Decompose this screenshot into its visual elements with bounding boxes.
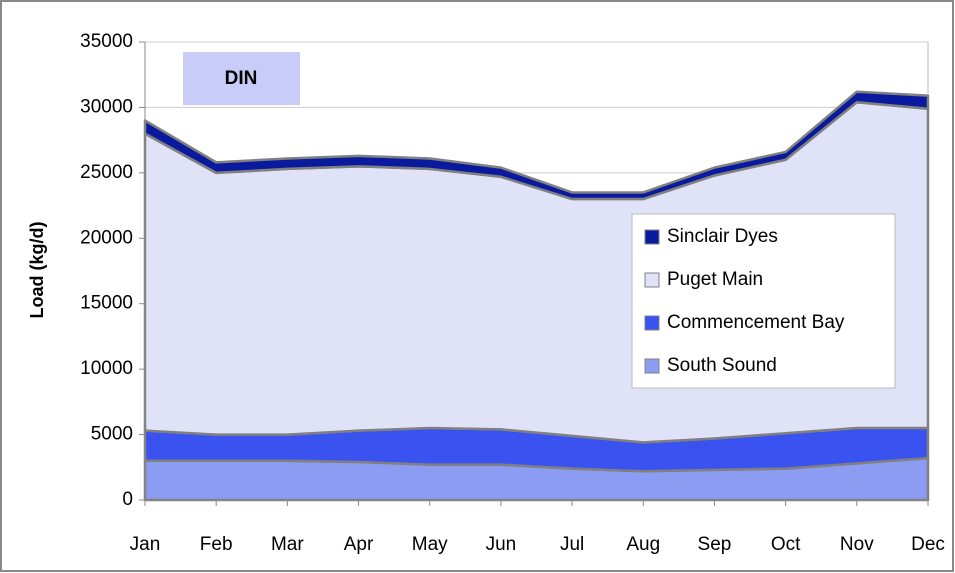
legend-swatch	[644, 272, 660, 288]
x-tick-label: Jul	[560, 534, 584, 555]
legend-swatch	[644, 315, 660, 331]
x-tick-label: Mar	[271, 534, 304, 555]
area	[143, 90, 930, 201]
x-tick-label: Dec	[911, 534, 945, 555]
x-tick-label: Aug	[626, 534, 660, 555]
x-tick-label: Nov	[840, 534, 874, 555]
x-tick-label: Apr	[344, 534, 374, 555]
y-axis-label: Load (kg/d)	[27, 222, 47, 319]
x-tick-label: Oct	[771, 534, 801, 555]
annotation-box	[183, 52, 300, 105]
y-tick-label: 15000	[80, 293, 133, 314]
x-tick-label: May	[412, 534, 448, 555]
legend-label: Sinclair Dyes	[667, 226, 778, 247]
x-tick-label: Feb	[200, 534, 233, 555]
legend-label: Puget Main	[667, 269, 763, 290]
legend	[631, 213, 896, 389]
y-tick-label: 0	[122, 489, 133, 510]
y-tick-label: 20000	[80, 227, 133, 248]
x-tick-label: Jan	[130, 534, 161, 555]
legend-swatch	[644, 229, 660, 245]
y-tick-label: 30000	[80, 96, 133, 117]
x-tick-label: Sep	[698, 534, 732, 555]
annotation: DIN	[225, 68, 258, 89]
legend-label: Commencement Bay	[667, 312, 845, 333]
y-tick-label: 25000	[80, 162, 133, 183]
y-tick-label: 5000	[91, 424, 133, 445]
y-tick-label: 10000	[80, 358, 133, 379]
legend-label: South Sound	[667, 355, 777, 376]
y-tick-label: 35000	[80, 31, 133, 52]
x-tick-label: Jun	[486, 534, 517, 555]
legend-swatch	[644, 358, 660, 374]
